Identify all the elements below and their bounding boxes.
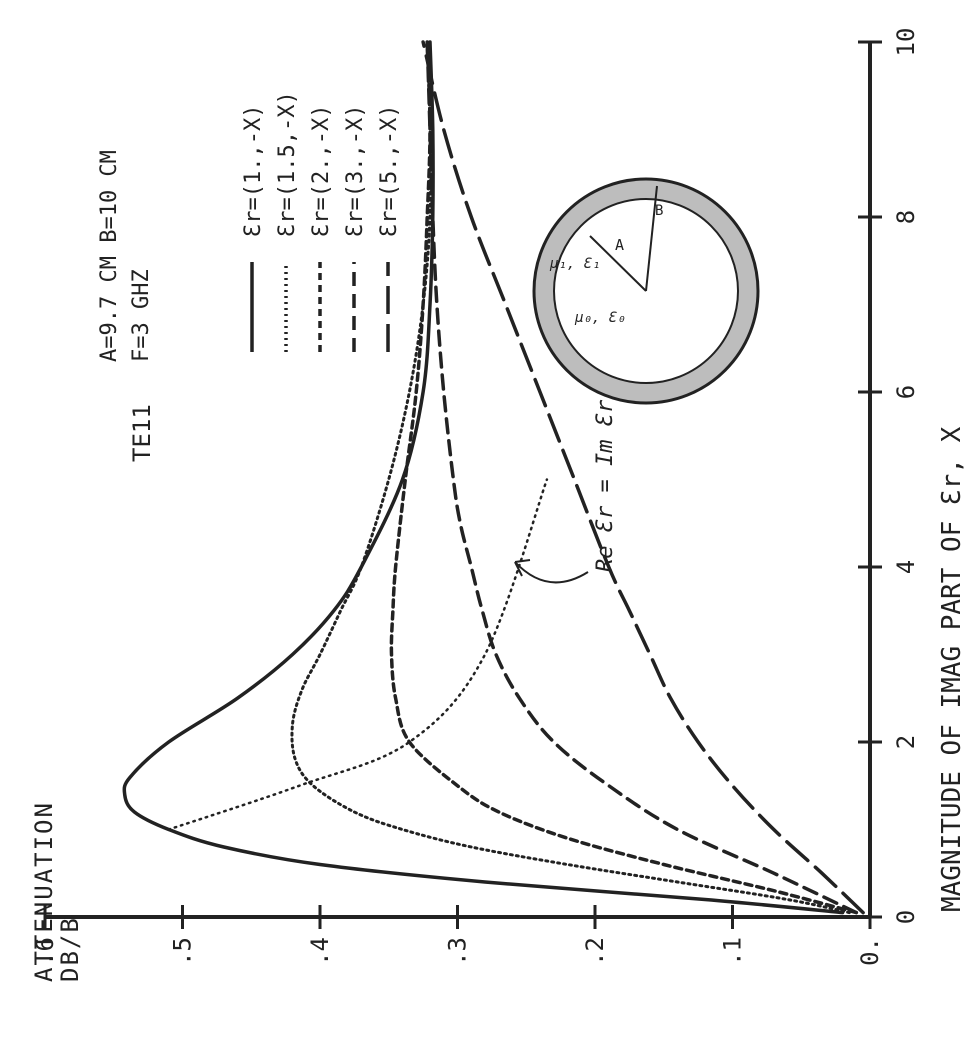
x-tick-label: 8 (892, 210, 920, 224)
legend-label-3: Ɛr=(2.,-X) (309, 105, 334, 237)
series-line-3 (389, 40, 859, 915)
inset-label-a: A (615, 236, 624, 254)
waveguide-inset: μ₁, Ɛ₁ μ₀, Ɛ₀ A B (532, 177, 760, 405)
legend-label-4: Ɛr=(3.,-X) (343, 105, 368, 237)
legend-label-2: Ɛr=(1.5,-X) (275, 91, 300, 237)
annotation-arrow (514, 561, 589, 584)
inset-label-b: B (655, 203, 663, 219)
x-axis-label: MAGNITUDE OF IMAG PART OF Ɛr, X (937, 426, 967, 912)
x-tick-label: 6 (892, 385, 920, 399)
x-tick-label: 2 (892, 735, 920, 749)
y-tick-label: .5 (169, 937, 197, 966)
y-tick-label: .3 (444, 937, 472, 966)
legend: Ɛr=(1.,-X) Ɛr=(1.5,-X) Ɛr=(2.,-X) Ɛr=(3.,-X… (241, 91, 402, 352)
y-axis-unit: DB/B (56, 916, 84, 982)
inset-radius-a (589, 235, 647, 292)
y-tick-label: 0. (856, 937, 884, 966)
inset-label-mu1-eps1: μ₁, Ɛ₁ (549, 256, 601, 272)
x-tick-label: 0 (892, 910, 920, 924)
params-line2: F=3 GHZ (129, 269, 154, 362)
legend-label-1: Ɛr=(1.,-X) (241, 105, 266, 237)
x-tick-label: 10 (892, 28, 920, 57)
legend-label-5: Ɛr=(5.,-X) (377, 105, 402, 237)
params-line1: A=9.7 CM B=10 CM (97, 150, 122, 362)
axis-ticks: 0 2 4 6 8 10 0. .1 .2 .3 .4 .5 .6 (31, 28, 920, 966)
y-tick-label: .1 (719, 937, 747, 966)
series-line-5 (421, 40, 865, 915)
annotation-arrowhead (514, 559, 531, 577)
y-tick-label: .4 (306, 937, 334, 966)
series-line-4 (425, 40, 859, 915)
y-axis-label: ATTENUATION (30, 801, 58, 982)
inset-label-mu0-eps0: μ₀, Ɛ₀ (574, 310, 626, 326)
annotation-label: Re Ɛr = Im Ɛr (593, 399, 618, 572)
y-tick-label: .6 (31, 937, 59, 966)
y-tick-label: .2 (581, 937, 609, 966)
series-group (122, 40, 865, 915)
x-tick-label: 4 (892, 560, 920, 574)
reference-curve-line (167, 478, 549, 831)
series-line-2 (290, 40, 851, 915)
inset-radius-b (645, 185, 658, 292)
chart-title: TE11 (128, 404, 156, 462)
series-line-1 (122, 40, 845, 915)
